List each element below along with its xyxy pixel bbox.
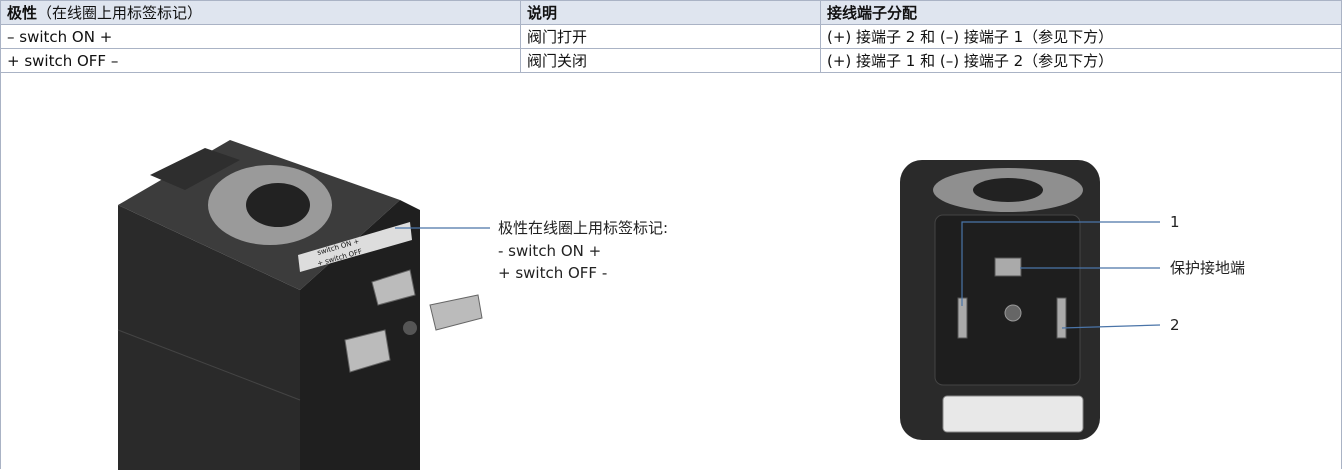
header-bold: 极性 [7, 4, 38, 22]
callout-line [1061, 324, 1161, 329]
terminal [371, 269, 416, 306]
row: – switch ON + 阀门打开 (+) 接端子 2 和 (–) 接端子 1… [0, 24, 1342, 49]
callout-line-text: - switch ON + [498, 242, 601, 260]
earth-terminal [994, 257, 1022, 277]
callout-line [961, 221, 1160, 306]
coil-label [298, 222, 412, 272]
callout-line-text: + switch OFF - [498, 264, 607, 282]
front-plate [934, 214, 1081, 386]
right-coil [900, 160, 1161, 440]
terminal-2 [1056, 297, 1067, 339]
cell: + switch OFF – [0, 48, 521, 73]
left-coil: switch ON + + switch OFF [117, 140, 490, 470]
header-cell: 接线端子分配 [820, 0, 1342, 25]
coil-side [118, 205, 300, 470]
header-row: 极性（在线圈上用标签标记） 说明 接线端子分配 [0, 0, 1342, 25]
screw [1004, 304, 1022, 322]
cell: (+) 接端子 1 和 (–) 接端子 2（参见下方） [820, 48, 1342, 73]
terminal [344, 329, 391, 373]
cell: (+) 接端子 2 和 (–) 接端子 1（参见下方） [820, 24, 1342, 49]
callout-label: 2 [1170, 316, 1180, 334]
callout-label: 1 [1170, 213, 1180, 231]
callout-title: 极性在线圈上用标签标记: [498, 219, 668, 237]
top-hole [246, 183, 310, 227]
label-plate [942, 395, 1084, 433]
coil-seam [117, 329, 301, 401]
header-note: （在线圈上用标签标记） [37, 4, 203, 22]
top-hole [973, 178, 1043, 202]
cell: 阀门打开 [520, 24, 821, 49]
cell: 阀门关闭 [520, 48, 821, 73]
terminal [429, 294, 483, 331]
row: + switch OFF – 阀门关闭 (+) 接端子 1 和 (–) 接端子 … [0, 48, 1342, 73]
coil-front [300, 200, 420, 470]
header-cell: 极性（在线圈上用标签标记） [0, 0, 521, 25]
header-cell: 说明 [520, 0, 821, 25]
screw [403, 321, 417, 335]
callout-label: 保护接地端 [1170, 259, 1245, 277]
top-tab [150, 148, 240, 190]
